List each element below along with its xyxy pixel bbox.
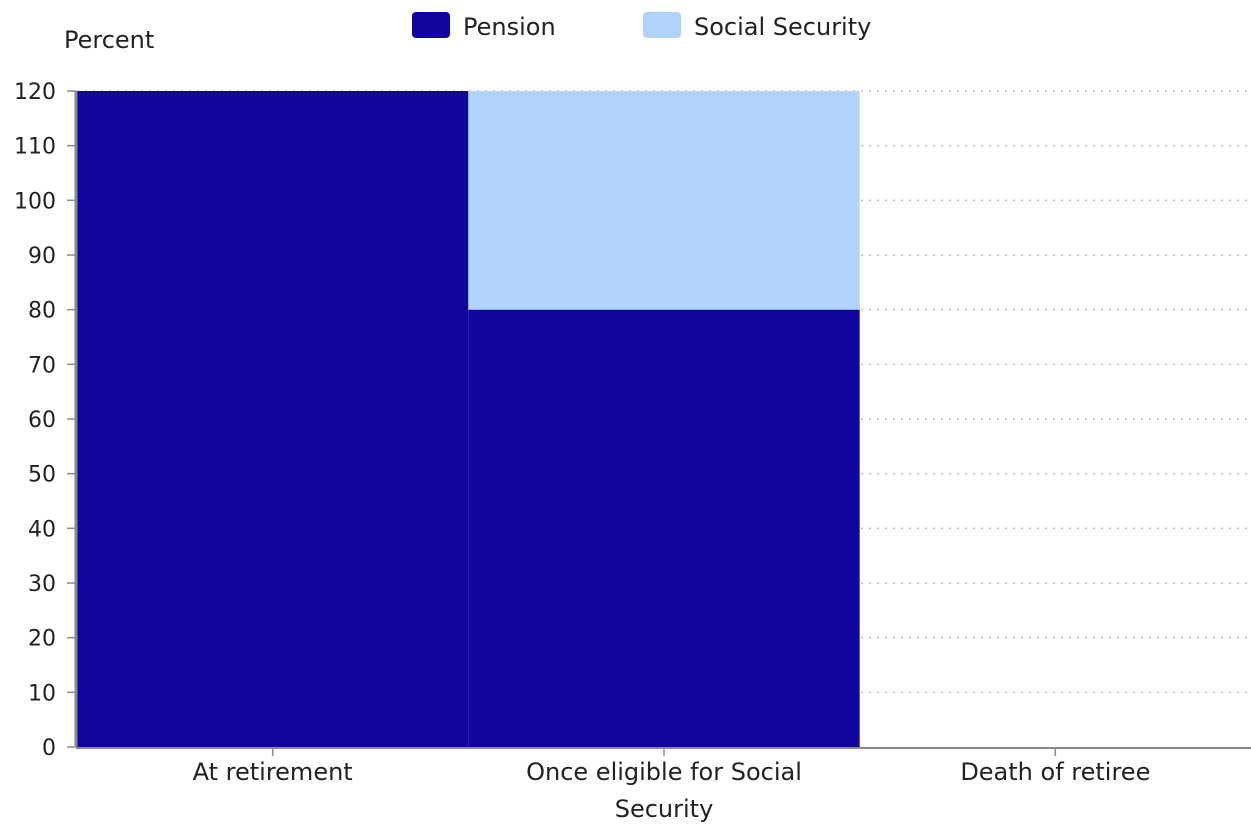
x-tick-label: At retirement [193, 758, 353, 786]
y-axis-ticks: 0 10 20 30 40 50 60 70 80 90 100 110 120 [14, 80, 76, 761]
bar-pension-0 [77, 91, 469, 747]
y-tick-label: 60 [28, 408, 56, 433]
y-tick-label: 100 [14, 189, 56, 214]
y-tick-label: 0 [42, 736, 56, 761]
legend-swatch-pension [412, 12, 450, 38]
y-tick-label: 50 [28, 463, 56, 488]
legend-label-pension: Pension [463, 13, 556, 41]
y-tick-label: 90 [28, 244, 56, 269]
y-tick-label: 120 [14, 80, 56, 105]
y-tick-label: 80 [28, 299, 56, 324]
legend-swatch-social-security [643, 12, 681, 38]
legend: Pension Social Security [412, 12, 871, 41]
bar-social-security-1 [468, 91, 860, 310]
y-axis-title: Percent [64, 26, 154, 54]
y-tick-label: 30 [28, 572, 56, 597]
y-tick-label: 70 [28, 353, 56, 378]
legend-label-social-security: Social Security [694, 13, 871, 41]
y-tick-label: 20 [28, 627, 56, 652]
x-tick-label: Death of retiree [960, 758, 1150, 786]
y-tick-label: 40 [28, 517, 56, 542]
y-tick-label: 10 [28, 681, 56, 706]
bar-pension-1 [468, 309, 860, 747]
y-tick-label: 110 [14, 135, 56, 160]
x-axis-ticks: At retirement Once eligible for Social Sec… [193, 748, 1150, 823]
x-tick-label: Once eligible for Social Security [526, 758, 802, 823]
bars [77, 91, 860, 747]
